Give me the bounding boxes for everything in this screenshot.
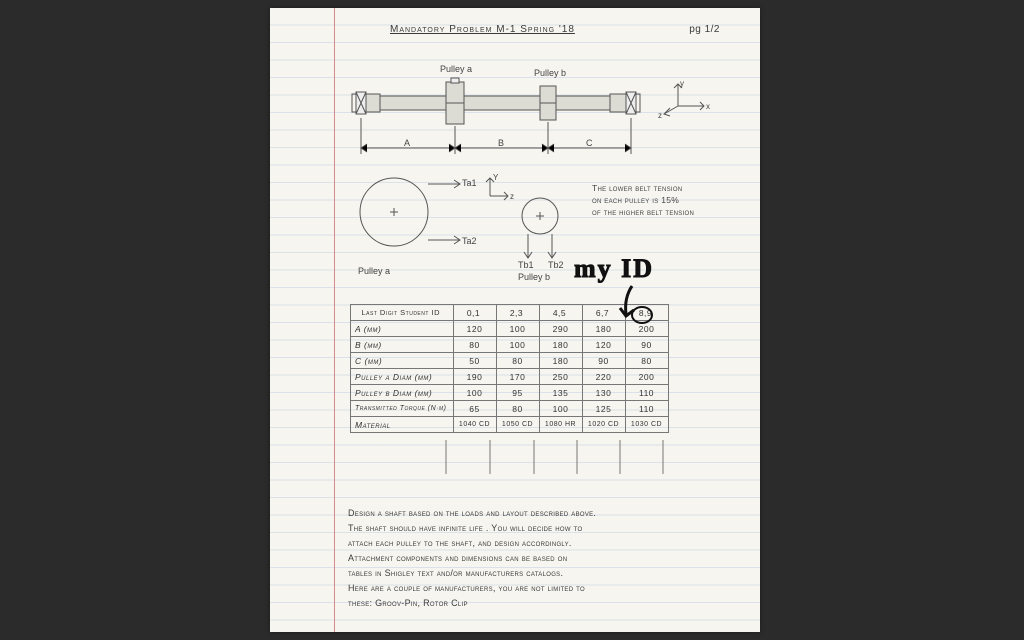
- svg-text:z: z: [658, 111, 662, 120]
- notebook-page: Mandatory Problem M-1 Spring '18 pg 1/2: [270, 8, 760, 632]
- circled-column-icon: [631, 306, 653, 324]
- shaft-diagram: Pulley a Pulley b A B C: [350, 56, 680, 166]
- table-row: Pulley b Diam (mm) 10095135130110: [351, 385, 669, 401]
- dim-b: B: [498, 138, 504, 148]
- svg-text:Y: Y: [493, 173, 499, 182]
- table-row: Pulley a Diam (mm) 190170250220200: [351, 369, 669, 385]
- table-tail-lines: [350, 440, 680, 480]
- pulley-b-name: Pulley b: [518, 272, 550, 282]
- tension-note: The lower belt tension on each pulley is…: [592, 183, 742, 219]
- page-title: Mandatory Problem M-1 Spring '18: [390, 24, 575, 35]
- page-number: pg 1/2: [689, 24, 720, 35]
- tb2-label: Tb2: [548, 260, 564, 270]
- table-row: B (mm) 8010018012090: [351, 337, 669, 353]
- dim-a: A: [404, 138, 410, 148]
- tb1-label: Tb1: [518, 260, 534, 270]
- table-row: C (mm) 50801809080: [351, 353, 669, 369]
- svg-text:x: x: [706, 102, 710, 111]
- table-row: Material 1040 CD1050 CD1080 HR1020 CD103…: [351, 417, 669, 433]
- col-header: 2,3: [496, 305, 539, 321]
- assignment-text: Design a shaft based on the loads and la…: [348, 506, 738, 611]
- svg-text:y: y: [680, 79, 684, 88]
- dim-c: C: [586, 138, 593, 148]
- table-row: Transmitted Torque (N·m) 6580100125110: [351, 401, 669, 417]
- axis-xyz: x y z: [658, 78, 718, 128]
- ta1-label: Ta1: [462, 178, 477, 188]
- col-header: Last Digit Student ID: [351, 305, 454, 321]
- pulley-a-name: Pulley a: [358, 266, 390, 276]
- col-header: 0,1: [453, 305, 496, 321]
- col-header: 4,5: [539, 305, 582, 321]
- ta2-label: Ta2: [462, 236, 477, 246]
- pulley-b-label: Pulley b: [534, 68, 566, 78]
- pulley-side-views: Ta1 Ta2 Y z Tb1 Tb2 Pulley a Pulley b: [350, 166, 600, 286]
- pulley-a-label: Pulley a: [440, 64, 472, 74]
- svg-text:z: z: [510, 192, 514, 201]
- my-id-annotation: my ID: [574, 254, 654, 284]
